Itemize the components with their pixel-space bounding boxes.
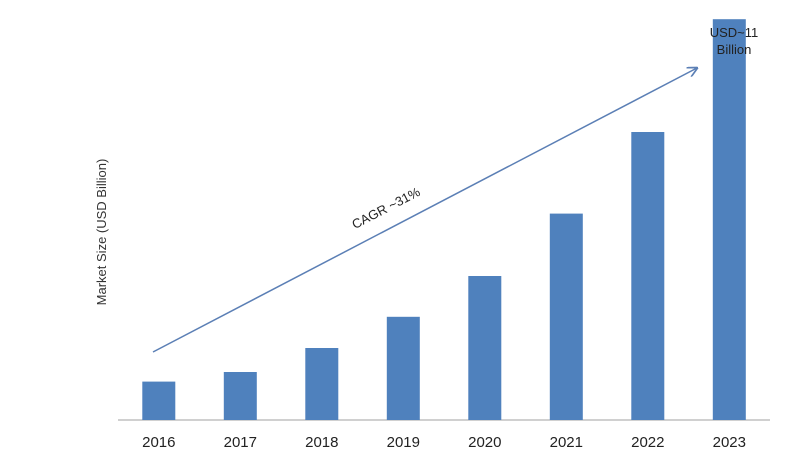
bar-2023 [712, 19, 746, 420]
x-axis-tick-labels: 2016 2017 2018 2019 2020 2021 2022 2023 [142, 434, 746, 451]
end-value-annotation-line1: USD~11 [710, 25, 759, 40]
x-tick-label-2021: 2021 [550, 434, 583, 451]
bar-2022 [631, 132, 665, 420]
end-value-annotation-line2: Billion [717, 42, 752, 57]
x-tick-label-2020: 2020 [468, 434, 501, 451]
x-tick-label-2016: 2016 [142, 434, 175, 451]
bar-2018 [305, 348, 339, 420]
bar-2019 [386, 316, 420, 420]
x-tick-label-2022: 2022 [631, 434, 664, 451]
x-tick-label-2017: 2017 [224, 434, 257, 451]
cagr-trend-arrow [152, 68, 697, 353]
cagr-annotation: CAGR ~31% [349, 184, 423, 232]
bar-2017 [223, 372, 257, 420]
bar-2016 [142, 381, 176, 420]
y-axis-label: Market Size (USD Billion) [94, 159, 109, 306]
bar-2021 [549, 213, 583, 420]
x-tick-label-2018: 2018 [305, 434, 338, 451]
x-tick-label-2023: 2023 [713, 434, 746, 451]
x-tick-label-2019: 2019 [387, 434, 420, 451]
bar-series [142, 19, 746, 420]
bar-2020 [468, 276, 502, 420]
